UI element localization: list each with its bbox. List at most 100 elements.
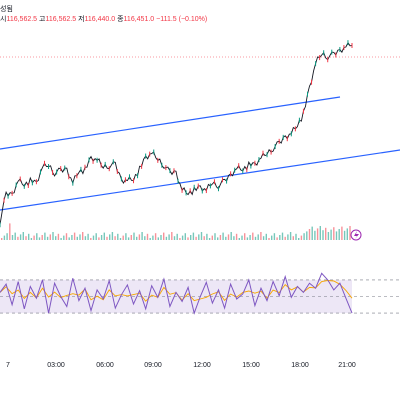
volume-bar: [292, 236, 294, 240]
volume-bar: [254, 236, 257, 240]
volume-bar: [133, 232, 135, 240]
volume-bar: [235, 233, 238, 240]
volume-bar: [279, 235, 281, 240]
volume-bar: [41, 235, 43, 240]
volume-bar: [122, 235, 124, 240]
volume-bar: [63, 235, 65, 240]
volume-bar: [114, 236, 116, 240]
high-label: 고: [39, 16, 46, 23]
volume-bar: [6, 233, 8, 240]
volume-bar: [330, 229, 332, 240]
lower-trendline: [0, 149, 400, 211]
volume-bar: [322, 230, 324, 240]
volume-bar: [25, 236, 27, 240]
volume-bar: [222, 232, 224, 240]
x-tick-label: 06:00: [96, 362, 114, 369]
volume-bar: [179, 238, 181, 240]
volume-bar: [46, 236, 49, 240]
volume-bar: [154, 233, 157, 240]
volume-bar: [208, 238, 211, 240]
volume-bar: [260, 232, 262, 240]
volume-bar: [82, 232, 84, 240]
volume-bar: [1, 238, 3, 240]
volume-bar: [238, 238, 240, 240]
volume-bar: [233, 236, 235, 240]
volume-bar: [65, 233, 68, 240]
volume-bar: [163, 232, 165, 240]
open-label: 시: [0, 16, 7, 23]
volume-bar: [281, 232, 284, 240]
volume-bar: [68, 237, 70, 240]
volume-bar: [230, 232, 232, 240]
volume-bar: [346, 228, 348, 240]
volume-bar: [119, 238, 122, 240]
volume-bar: [333, 227, 335, 240]
volume-bar: [241, 235, 243, 240]
volume-bar: [200, 232, 203, 240]
volume-bar: [341, 226, 343, 240]
volume-bar: [73, 232, 76, 240]
volume-bar: [149, 238, 151, 240]
volume-bar: [60, 238, 62, 240]
volume-bar: [138, 234, 141, 240]
volume-bar: [284, 236, 286, 240]
rsi-line: [0, 272, 353, 315]
volume-bar: [271, 235, 273, 240]
volume-bar: [71, 235, 73, 240]
volume-bar: [22, 232, 24, 240]
volume-bar: [295, 233, 297, 240]
x-tick-label: 18:00: [291, 362, 309, 369]
volume-bar: [335, 231, 338, 240]
volume-bar: [14, 232, 16, 240]
volume-bar: [343, 230, 346, 240]
volume-bar: [300, 235, 303, 240]
volume-bar: [211, 235, 213, 240]
ohlc-legend: 성됨 시116,562.5 고116,562.5 저116,440.0 종116…: [0, 4, 207, 24]
volume-bar: [206, 233, 208, 240]
close-label: 종: [117, 16, 124, 23]
volume-bar: [203, 236, 205, 240]
volume-bar: [168, 234, 170, 240]
volume-bar: [287, 234, 289, 240]
volume-bar: [187, 237, 189, 240]
volume-bar: [87, 233, 89, 240]
volume-bar: [52, 232, 54, 240]
volume-bar: [338, 229, 340, 240]
volume-bar: [219, 235, 222, 240]
volume-bar: [171, 232, 173, 240]
volume-bar: [306, 231, 308, 240]
volume-bar: [117, 233, 119, 240]
volume-bar: [303, 233, 305, 240]
volume-bar: [109, 234, 111, 240]
volume-bar: [190, 235, 192, 240]
volume-bar: [214, 233, 216, 240]
volume-bar: [252, 232, 254, 240]
volume-bar: [262, 236, 265, 240]
price-line: [0, 41, 353, 225]
lightning-alert-icon[interactable]: [350, 229, 362, 241]
volume-bar: [76, 236, 78, 240]
volume-bar: [19, 234, 22, 240]
volume-bar: [157, 237, 159, 240]
volume-bar: [160, 235, 162, 240]
volume-bar: [176, 233, 178, 240]
volume-bar: [144, 236, 146, 240]
volume-bar: [28, 233, 30, 240]
low-label: 저: [78, 16, 85, 23]
volume-bar: [225, 236, 227, 240]
volume-bar: [273, 233, 276, 240]
volume-bar: [9, 223, 11, 240]
volume-bar: [152, 235, 154, 240]
volume-bar: [92, 235, 95, 240]
volume-bar: [298, 238, 300, 240]
volume-bar: [181, 235, 184, 240]
upper-trendline: [0, 96, 341, 150]
volume-bar: [33, 235, 35, 240]
volume-bar: [100, 235, 103, 240]
volume-bar: [227, 234, 230, 240]
volume-bar: [44, 232, 46, 240]
volume-bar: [55, 236, 57, 240]
volume-bar: [141, 232, 143, 240]
volume-bar: [217, 237, 219, 240]
